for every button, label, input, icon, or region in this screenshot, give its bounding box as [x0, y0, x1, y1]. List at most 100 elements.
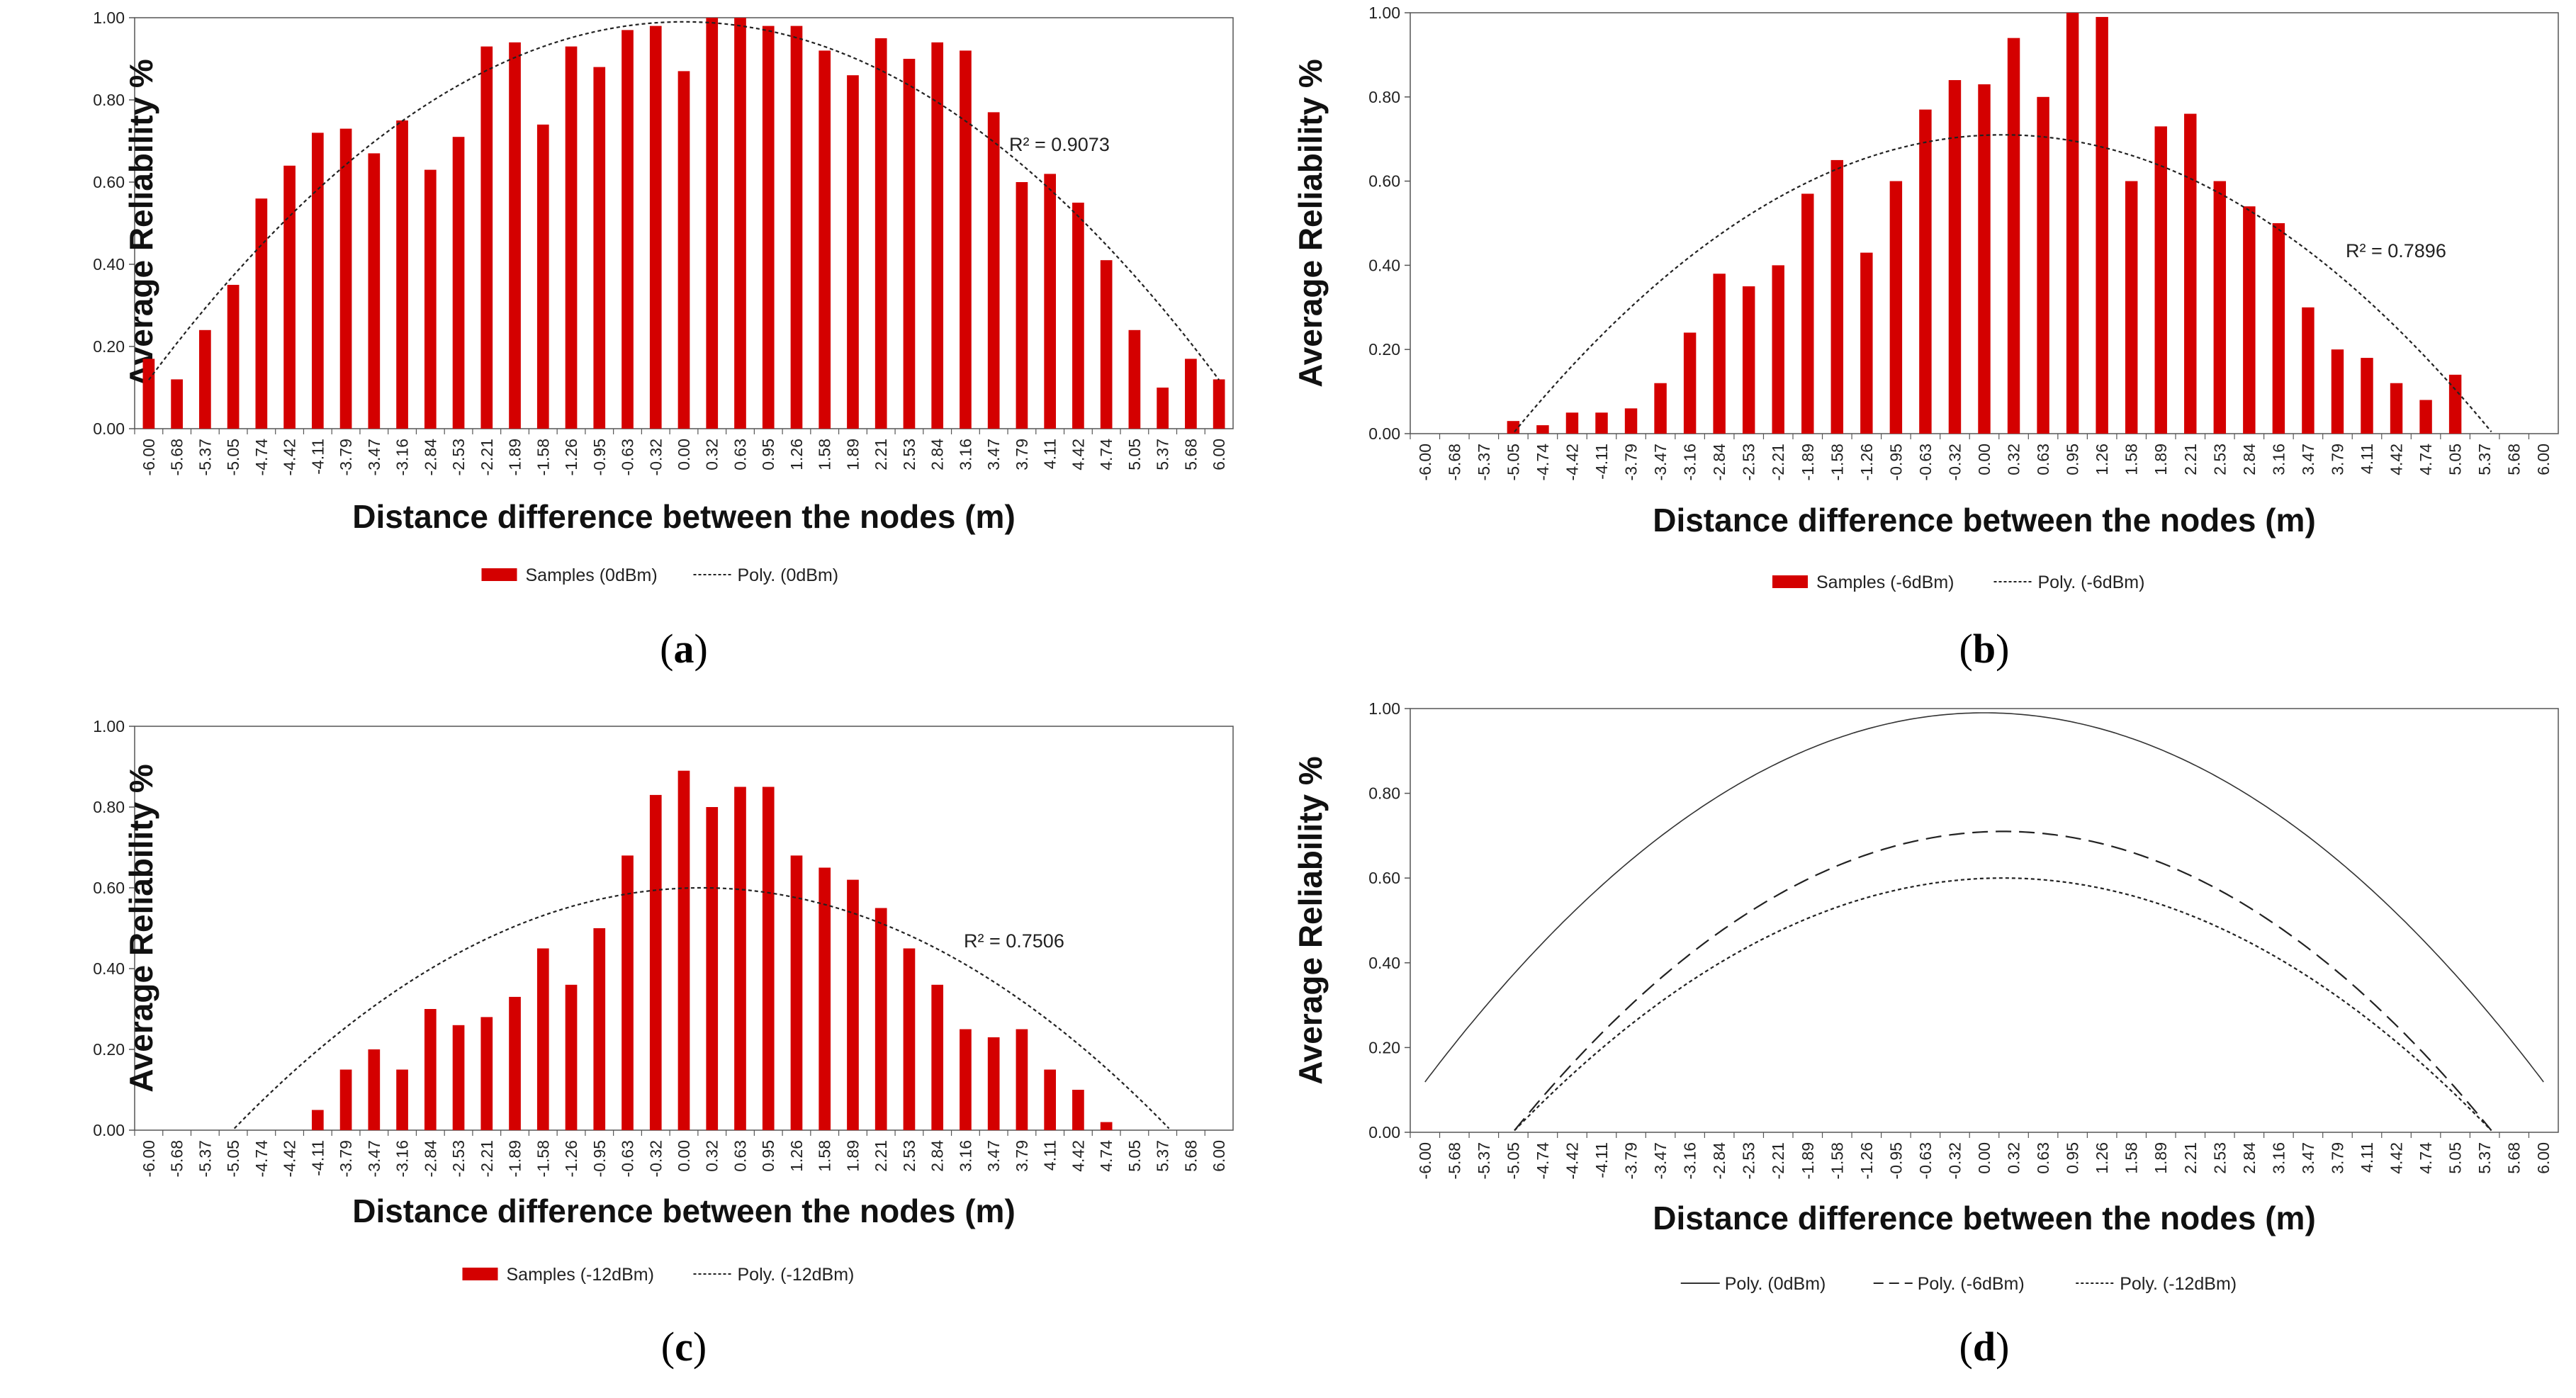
x-tick-label: 4.74	[1097, 1140, 1115, 1172]
x-tick-label: -5.68	[168, 439, 186, 475]
x-tick-label: -3.47	[365, 1140, 383, 1177]
bar	[621, 30, 634, 429]
bar	[706, 807, 719, 1130]
bar	[2361, 358, 2373, 434]
x-tick-label: -2.84	[1710, 444, 1728, 481]
bar	[1919, 109, 1932, 434]
bar	[396, 1069, 408, 1130]
bar	[1683, 332, 1697, 434]
x-tick-label: 5.68	[2505, 444, 2524, 475]
trend-line-dashed	[1514, 830, 2492, 1132]
x-tick-label: -0.63	[1916, 444, 1935, 480]
x-tick-label: -4.42	[281, 1140, 299, 1177]
x-tick-label: 0.00	[675, 1140, 693, 1172]
x-tick-label: 5.68	[1181, 1140, 1200, 1172]
x-tick-label: 4.11	[1041, 439, 1059, 469]
x-tick-label: 2.53	[900, 439, 918, 470]
trend-line-dotted	[1514, 877, 2492, 1132]
x-tick-label: 4.11	[1041, 1140, 1059, 1171]
bar	[1016, 1029, 1028, 1130]
bar	[2066, 13, 2079, 434]
panel-label: (b)	[1959, 626, 2010, 672]
x-tick-label: 2.21	[2181, 1142, 2200, 1174]
bar	[480, 1017, 493, 1130]
y-tick-label: 1.00	[93, 9, 125, 27]
bar	[2213, 181, 2227, 434]
bar	[368, 153, 381, 429]
legend-label: Poly. (-12dBm)	[738, 1265, 855, 1285]
x-tick-label: 4.42	[2387, 1142, 2406, 1174]
bar	[1801, 193, 1814, 434]
y-tick-label: 0.00	[93, 1121, 125, 1139]
y-tick-label: 0.80	[1368, 784, 1400, 803]
bar	[1072, 203, 1084, 429]
x-tick-label: -1.89	[506, 1140, 524, 1177]
y-tick-label: 0.20	[93, 337, 125, 356]
x-tick-label: 0.95	[759, 439, 777, 470]
legend: Samples (0dBm) Poly. (0dBm)	[481, 565, 838, 585]
x-tick-label: 2.53	[900, 1140, 918, 1172]
bar	[677, 71, 690, 429]
x-tick-label: 4.42	[2387, 444, 2406, 475]
bar	[368, 1049, 381, 1130]
legend: Poly. (0dBm) Poly. (-6dBm) Poly. (-12dBm)	[1680, 1274, 2237, 1294]
bar	[1742, 286, 1755, 434]
bar	[2243, 206, 2256, 434]
x-tick-label: -5.37	[1475, 444, 1493, 480]
bar	[311, 1110, 324, 1130]
x-tick-label: 2.84	[2240, 444, 2259, 475]
x-tick-label: 6.00	[2534, 1142, 2553, 1174]
plot-area	[1410, 708, 2559, 1133]
x-tick-label: -0.95	[590, 439, 609, 475]
legend-label: Samples (-12dBm)	[507, 1265, 654, 1285]
legend-label: Poly. (0dBm)	[1725, 1274, 1826, 1294]
bar	[2096, 16, 2108, 434]
x-tick-label: 0.95	[2064, 1142, 2082, 1174]
x-tick-label: -0.32	[1945, 1142, 1964, 1179]
x-tick-label: -3.79	[1622, 444, 1641, 480]
x-tick-label: 2.84	[928, 439, 947, 470]
bar	[1713, 274, 1726, 434]
x-tick-label: 2.53	[2210, 1142, 2229, 1174]
x-tick-label: 6.00	[2534, 444, 2553, 475]
bar	[1044, 1069, 1057, 1130]
y-tick-label: 0.80	[93, 91, 125, 109]
bar	[1100, 1122, 1113, 1130]
bar	[706, 18, 719, 429]
bar	[1654, 383, 1667, 434]
x-tick-label: 1.58	[2122, 1142, 2141, 1174]
legend-swatch	[1772, 575, 1808, 588]
bar	[1185, 359, 1197, 429]
bar	[1860, 252, 1873, 434]
legend-swatch	[462, 1268, 498, 1280]
x-tick-label: -3.47	[1651, 1142, 1670, 1179]
x-axis-title: Distance difference between the nodes (m…	[1653, 1200, 2316, 1236]
bar	[142, 359, 155, 429]
x-tick-label: 6.00	[1210, 439, 1228, 470]
x-tick-label: -5.05	[1504, 444, 1522, 480]
x-tick-label: -5.37	[196, 439, 214, 475]
x-tick-label: -5.05	[224, 439, 242, 475]
legend-label: Samples (0dBm)	[526, 565, 658, 585]
bar	[1213, 379, 1225, 429]
x-tick-label: 2.53	[2210, 444, 2229, 475]
r-squared-label: R² = 0.7896	[2346, 240, 2446, 261]
x-tick-label: -4.42	[281, 439, 299, 475]
x-tick-label: -3.16	[1681, 1142, 1699, 1179]
x-tick-label: 3.16	[956, 439, 974, 470]
x-tick-label: 0.00	[1975, 1142, 1993, 1174]
bar	[1978, 84, 1991, 434]
x-tick-label: -5.37	[196, 1140, 214, 1177]
y-tick-label: 0.60	[93, 173, 125, 191]
bar	[255, 198, 268, 429]
x-tick-label: 5.37	[1154, 439, 1172, 470]
x-tick-label: 3.16	[2269, 1142, 2288, 1174]
bar	[593, 928, 606, 1130]
r-squared-label: R² = 0.7506	[964, 930, 1064, 952]
x-tick-label: 3.47	[2299, 444, 2317, 475]
x-tick-label: 5.68	[1181, 439, 1200, 470]
y-tick-label: 0.60	[1368, 869, 1400, 887]
x-tick-label: 4.74	[1097, 439, 1115, 470]
bar	[649, 26, 662, 429]
